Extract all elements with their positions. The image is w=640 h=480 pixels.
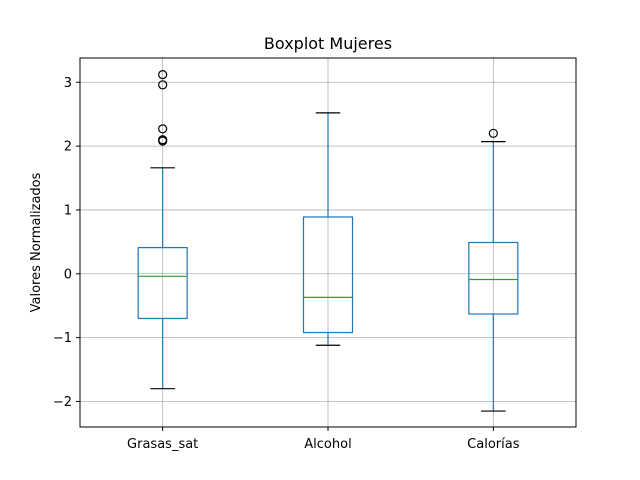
x-tick-label: Grasas_sat xyxy=(127,437,198,452)
box-body xyxy=(302,216,354,334)
box-series xyxy=(137,69,519,412)
box-calor-as xyxy=(468,128,519,412)
y-tick-label: 3 xyxy=(64,76,72,91)
outlier-point xyxy=(158,135,168,145)
outlier-point xyxy=(488,128,498,138)
y-axis: −2 −1 0 1 2 3 xyxy=(53,76,80,410)
x-tick-label: Calorías xyxy=(467,437,520,452)
y-tick-label: −1 xyxy=(53,331,72,346)
y-tick-label: 2 xyxy=(64,140,72,155)
y-tick-label: −2 xyxy=(53,395,72,410)
chart-title: Boxplot Mujeres xyxy=(264,34,392,53)
outlier-point xyxy=(158,80,168,90)
box-body xyxy=(468,241,519,315)
outlier-point xyxy=(158,124,168,134)
y-tick-label: 1 xyxy=(64,203,72,218)
box-body xyxy=(137,247,188,320)
box-alcohol xyxy=(302,112,354,346)
box-grasas-sat xyxy=(137,69,188,390)
y-tick-label: 0 xyxy=(64,267,72,282)
outlier-point xyxy=(158,69,168,80)
x-tick-label: Alcohol xyxy=(304,437,351,452)
x-axis: Grasas_sat Alcohol Calorías xyxy=(127,427,520,452)
y-axis-label: Valores Normalizados xyxy=(29,172,44,312)
